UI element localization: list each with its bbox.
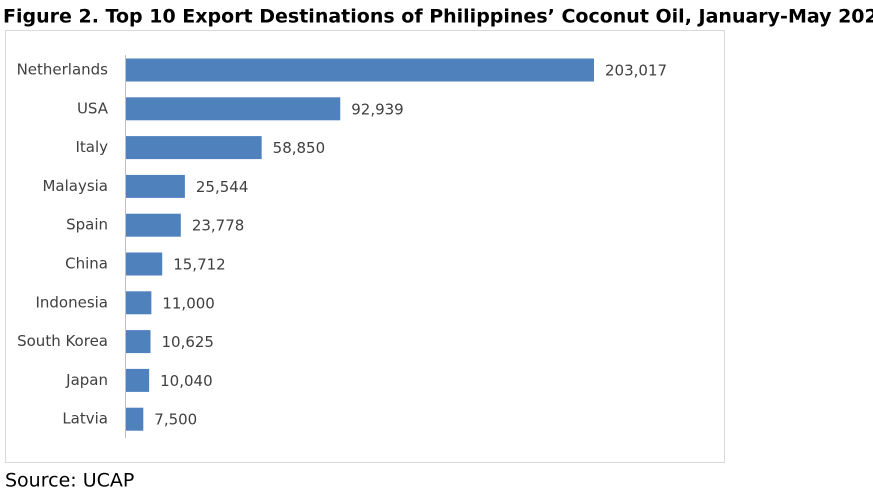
bar xyxy=(126,58,594,82)
category-label: Latvia xyxy=(62,410,108,428)
category-label: Netherlands xyxy=(17,61,109,79)
value-label: 25,544 xyxy=(196,178,249,196)
value-label: 58,850 xyxy=(273,139,326,157)
value-label: 15,712 xyxy=(173,256,226,274)
value-label: 10,625 xyxy=(161,333,214,351)
chart-frame xyxy=(5,30,725,463)
category-label: Spain xyxy=(66,216,108,234)
bar xyxy=(126,174,185,198)
bar xyxy=(126,213,181,237)
value-label: 7,500 xyxy=(154,411,197,429)
value-label: 203,017 xyxy=(605,62,667,80)
category-label: Japan xyxy=(65,371,108,389)
category-label: USA xyxy=(77,99,109,117)
chart-title: Figure 2. Top 10 Export Destinations of … xyxy=(3,6,873,28)
category-label: Indonesia xyxy=(35,293,108,311)
category-label: South Korea xyxy=(17,332,108,350)
bar xyxy=(126,97,341,121)
category-label: Malaysia xyxy=(42,177,108,195)
category-label: Italy xyxy=(75,138,108,156)
value-label: 11,000 xyxy=(162,294,215,312)
bar xyxy=(126,136,262,160)
value-label: 23,778 xyxy=(192,217,245,235)
value-label: 92,939 xyxy=(351,100,404,118)
bar xyxy=(126,407,144,431)
bar xyxy=(126,368,150,392)
source-note: Source: UCAP xyxy=(5,470,134,492)
bar xyxy=(126,330,151,354)
category-label: China xyxy=(65,255,108,273)
bar xyxy=(126,252,163,276)
bar xyxy=(126,291,152,315)
value-label: 10,040 xyxy=(160,372,213,390)
